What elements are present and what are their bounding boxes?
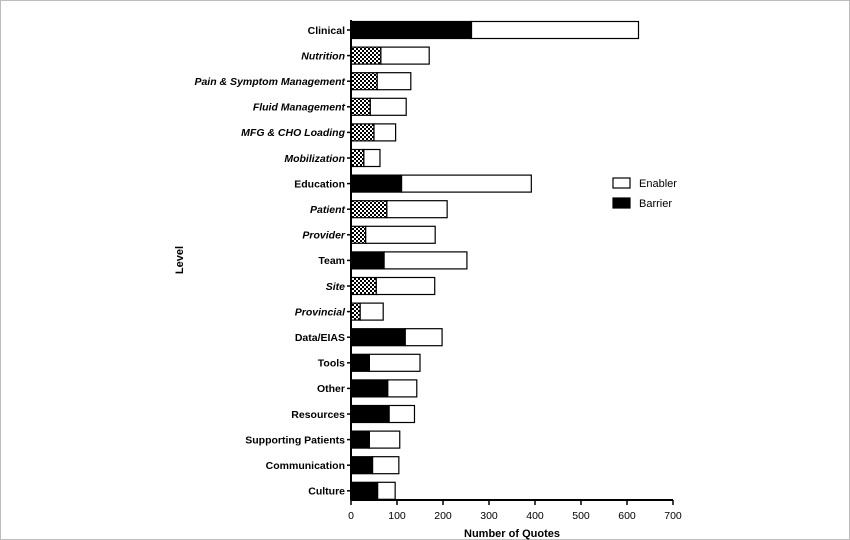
legend-swatch-enabler	[612, 177, 631, 189]
category-label: Provincial	[295, 306, 346, 318]
bar-enabler	[386, 200, 448, 219]
category-label: Supporting Patients	[245, 434, 345, 446]
bar-barrier	[350, 404, 390, 424]
bar-barrier	[350, 379, 389, 398]
category-labels: Clinical Nutrition Pain & Symptom Manageme…	[194, 25, 346, 498]
category-label: Culture	[308, 486, 345, 498]
x-tick-label: 700	[664, 510, 682, 522]
bar-enabler	[380, 46, 430, 65]
category-label: Resources	[291, 409, 345, 421]
bar-enabler	[372, 456, 400, 475]
bar-barrier	[350, 123, 375, 142]
bar-enabler	[404, 328, 443, 347]
x-tick-label: 300	[480, 510, 498, 522]
bar-barrier	[350, 456, 374, 475]
legend: Enabler Barrier	[612, 177, 677, 210]
category-label: MFG & CHO Loading	[241, 127, 345, 139]
category-label: Data/EIAS	[295, 332, 345, 344]
bar-barrier	[350, 97, 371, 116]
legend-label-barrier: Barrier	[639, 198, 672, 210]
bar-enabler	[383, 251, 468, 270]
bar-enabler	[375, 276, 436, 296]
bar-enabler	[365, 225, 436, 244]
x-tick-label: 400	[526, 510, 544, 522]
legend-label-enabler: Enabler	[639, 178, 677, 190]
bar-enabler	[470, 20, 640, 40]
category-label: Fluid Management	[253, 102, 346, 114]
category-label: Clinical	[308, 25, 345, 37]
bar-barrier	[350, 251, 385, 270]
y-axis-title: Level	[174, 246, 186, 274]
bar-enabler	[387, 379, 418, 398]
x-tick-label: 500	[572, 510, 590, 522]
bar-barrier	[350, 430, 370, 449]
bar-barrier	[350, 225, 367, 244]
bar-enabler	[368, 430, 401, 449]
category-label: Other	[317, 383, 345, 395]
bar-enabler	[373, 123, 397, 142]
legend-swatch-barrier	[612, 197, 631, 209]
x-axis-title: Number of Quotes	[464, 528, 560, 540]
bar-barrier	[350, 20, 473, 40]
bar-enabler	[388, 404, 416, 424]
bar-enabler	[368, 353, 421, 372]
category-label: Nutrition	[301, 50, 345, 62]
y-axis	[347, 20, 352, 500]
category-label: Patient	[310, 204, 346, 216]
bar-enabler	[401, 174, 532, 193]
bar-barrier	[350, 148, 365, 168]
bar-enabler	[376, 72, 412, 91]
category-label: Pain & Symptom Management	[194, 76, 345, 88]
x-tick-label: 100	[388, 510, 406, 522]
x-axis: 0 100 200 300 400 500 600 700	[348, 499, 682, 522]
x-tick-label: 0	[348, 510, 354, 522]
category-label: Education	[294, 178, 345, 190]
category-label: Team	[318, 255, 345, 267]
bar-barrier	[350, 200, 388, 219]
bar-barrier	[350, 174, 403, 193]
bar-barrier	[350, 328, 406, 347]
x-tick-label: 600	[618, 510, 636, 522]
bar-barrier	[350, 276, 377, 296]
bar-enabler	[363, 148, 381, 168]
bar-enabler	[359, 302, 384, 321]
x-tick-label: 200	[434, 510, 452, 522]
bar-barrier	[350, 72, 378, 91]
bar-barrier	[350, 302, 361, 321]
category-label: Site	[326, 281, 345, 293]
category-label: Tools	[318, 358, 345, 370]
bar-barrier	[350, 481, 379, 500]
category-label: Mobilization	[284, 153, 345, 165]
bars-group	[350, 20, 640, 500]
bar-enabler	[377, 481, 396, 500]
bar-barrier	[350, 46, 382, 65]
bar-barrier	[350, 353, 370, 372]
bar-enabler	[369, 97, 407, 116]
category-label: Provider	[302, 230, 346, 242]
category-label: Communication	[266, 460, 345, 472]
